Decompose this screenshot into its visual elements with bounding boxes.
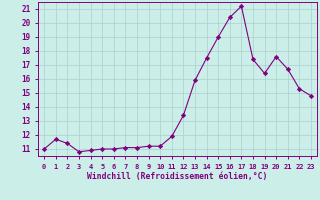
X-axis label: Windchill (Refroidissement éolien,°C): Windchill (Refroidissement éolien,°C) [87,172,268,181]
